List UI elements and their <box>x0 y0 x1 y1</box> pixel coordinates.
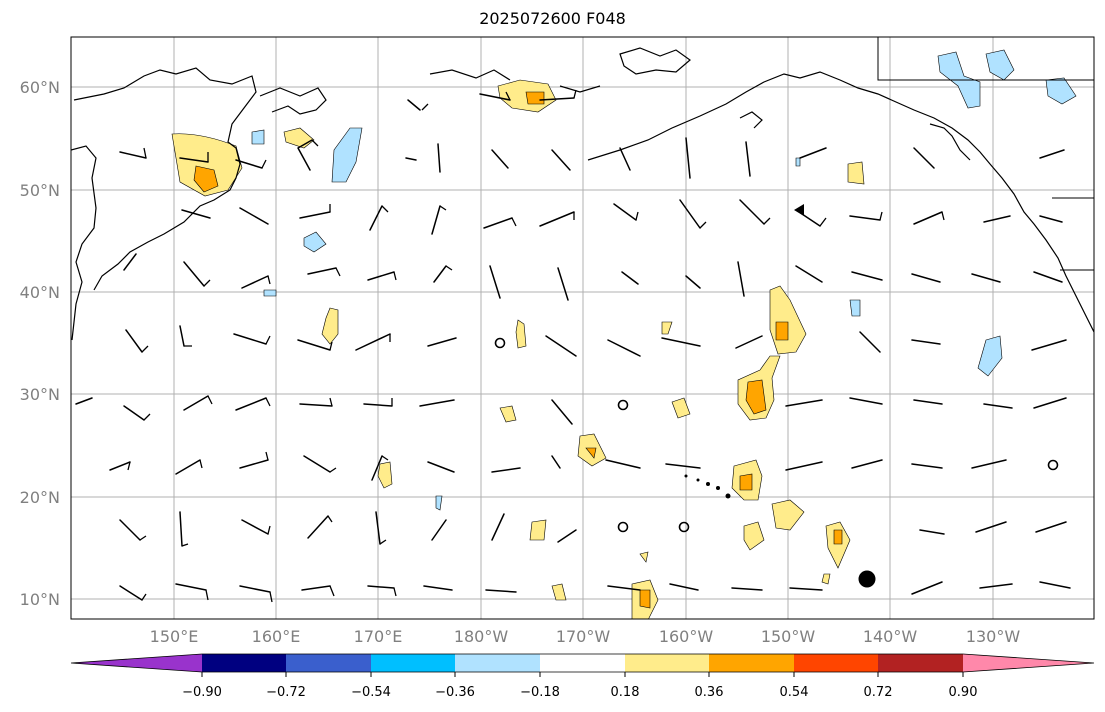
map-title: 2025072600 F048 <box>479 9 626 28</box>
colorbar-cell <box>794 654 878 672</box>
lon-label: 140°W <box>863 627 918 646</box>
colorbar-cell <box>878 654 963 672</box>
colorbar-cell <box>455 654 540 672</box>
colorbar-cell <box>286 654 371 672</box>
colorbar-cell <box>371 654 455 672</box>
colorbar-tick-label: 0.54 <box>780 685 809 700</box>
positive-contours <box>171 79 865 619</box>
political-boundaries <box>877 37 1094 271</box>
wind-barb-flags <box>127 89 945 603</box>
colorbar-tick-label: 0.72 <box>864 685 893 700</box>
colorbar-cell <box>625 654 709 672</box>
lat-label: 30°N <box>20 385 60 404</box>
colorbar-tick-label: −0.54 <box>351 685 391 700</box>
lon-label: 150°W <box>761 627 816 646</box>
lon-label: 150°E <box>150 627 199 646</box>
lat-label: 10°N <box>20 590 60 609</box>
colorbar-tick-label: −0.36 <box>435 685 475 700</box>
hawaiian-islands <box>684 474 731 499</box>
colorbar-cell <box>71 654 202 672</box>
wind-flag-triangle <box>794 204 804 216</box>
lat-label: 60°N <box>20 78 60 97</box>
lon-label: 130°W <box>966 627 1021 646</box>
colorbar-tick-labels: −0.90 −0.72 −0.54 −0.36 −0.18 0.18 0.36 … <box>182 685 977 700</box>
colorbar-tick-label: −0.72 <box>266 685 306 700</box>
lat-label: 20°N <box>20 488 60 507</box>
longitude-labels: 150°E 160°E 170°E 180°W 170°W 160°W 150°… <box>150 627 1021 646</box>
lon-label: 180°W <box>454 627 509 646</box>
lat-label: 40°N <box>20 283 60 302</box>
lon-label: 170°E <box>354 627 403 646</box>
wind-barbs <box>75 93 1071 601</box>
map-frame <box>70 36 1095 620</box>
coastlines <box>71 47 1094 341</box>
calm-markers <box>494 337 1059 533</box>
colorbar: −0.90 −0.72 −0.54 −0.36 −0.18 0.18 0.36 … <box>70 653 1095 700</box>
colorbar-tick-label: 0.18 <box>611 685 640 700</box>
colorbar-cell <box>963 654 1094 672</box>
colorbar-tick-label: 0.36 <box>695 685 724 700</box>
negative-contours <box>251 49 1077 511</box>
lon-label: 170°W <box>556 627 611 646</box>
colorbar-tick-label: 0.90 <box>949 685 978 700</box>
filled-marker <box>858 570 876 588</box>
lat-label: 50°N <box>20 181 60 200</box>
colorbar-tick-label: −0.18 <box>520 685 560 700</box>
latitude-labels: 10°N 20°N 30°N 40°N 50°N 60°N <box>20 78 60 609</box>
lon-label: 160°W <box>659 627 714 646</box>
colorbar-cell <box>202 654 286 672</box>
colorbar-cell <box>709 654 794 672</box>
colorbar-cell <box>540 654 625 672</box>
lon-label: 160°E <box>252 627 301 646</box>
colorbar-tick-label: −0.90 <box>182 685 222 700</box>
gridlines <box>71 37 1094 619</box>
